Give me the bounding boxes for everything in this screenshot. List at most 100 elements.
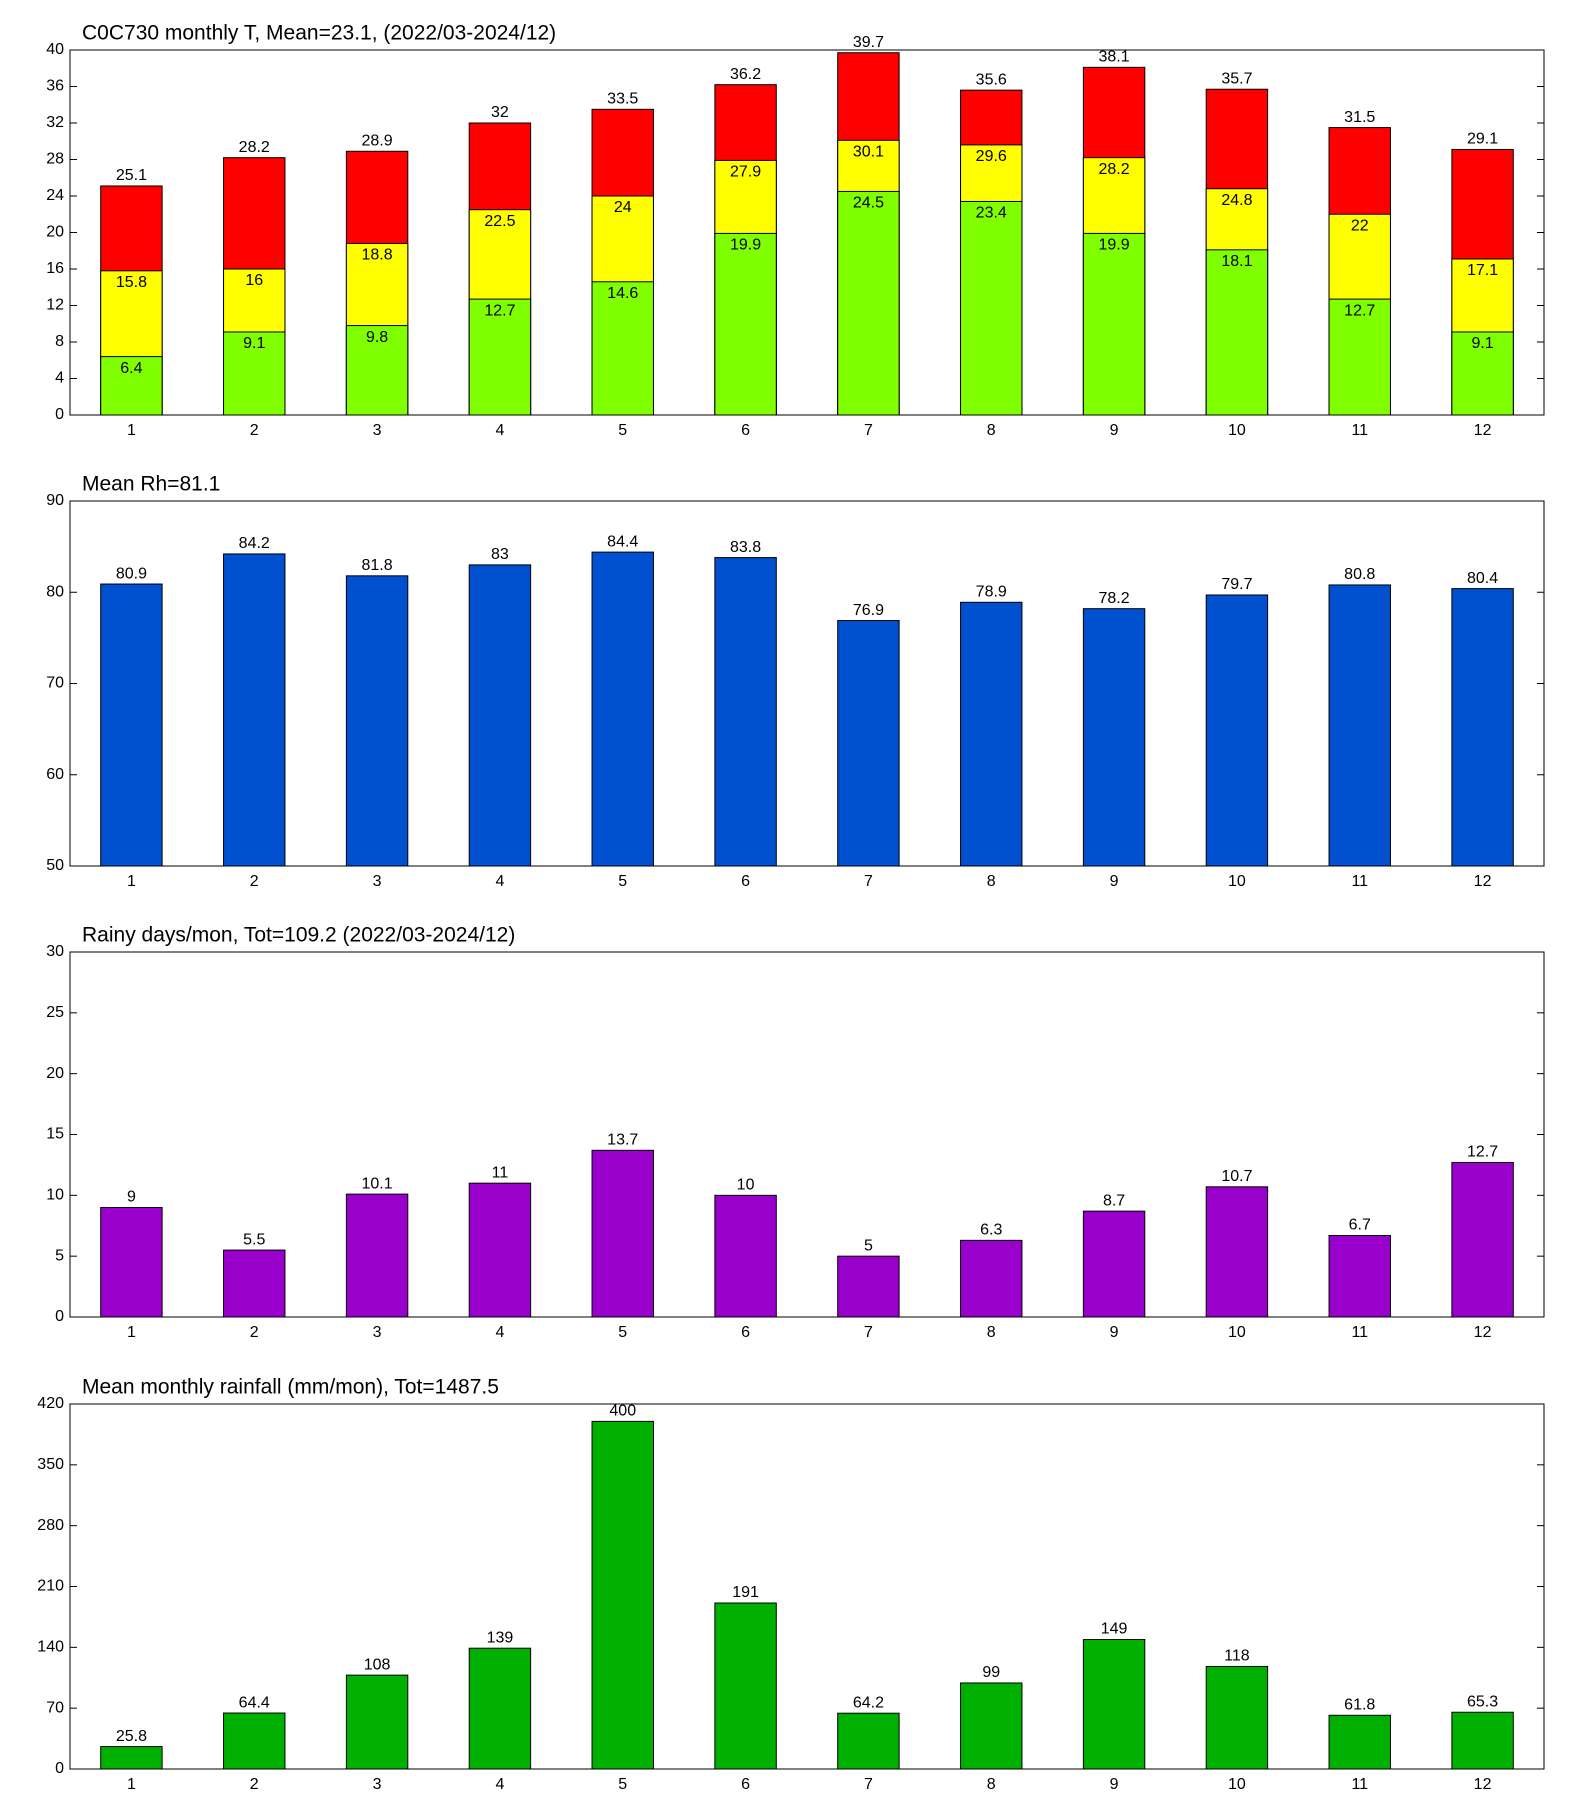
value-label: 14.6 [607,285,638,302]
x-tick-label: 7 [864,1776,873,1793]
value-label: 27.9 [730,164,761,181]
x-tick-label: 11 [1351,1776,1368,1793]
value-label: 12.7 [484,302,515,319]
value-label: 6.7 [1349,1217,1371,1234]
y-tick-label: 36 [46,78,64,95]
x-tick-label: 8 [987,873,996,890]
y-tick-label: 140 [37,1639,64,1656]
value-label: 25.8 [116,1728,147,1745]
y-tick-label: 32 [46,114,64,131]
chart-title: C0C730 monthly T, Mean=23.1, (2022/03-20… [82,22,556,45]
value-label: 10.1 [362,1175,393,1192]
x-tick-label: 2 [250,873,259,890]
bar [1451,1711,1514,1770]
value-label: 9.8 [366,329,388,346]
x-tick-label: 9 [1110,422,1119,439]
value-label: 18.8 [362,247,393,264]
value-label: 6.3 [980,1222,1002,1239]
value-label: 83.8 [730,539,761,556]
x-tick-label: 11 [1351,873,1368,890]
bar [345,1193,409,1318]
value-label: 78.9 [976,584,1007,601]
x-tick-label: 4 [495,1324,504,1341]
y-tick-label: 40 [46,41,64,58]
value-label: 28.9 [362,133,393,150]
value-label: 191 [732,1584,759,1601]
y-tick-label: 350 [37,1456,64,1473]
x-tick-label: 10 [1228,1324,1246,1341]
value-label: 24.5 [853,195,884,212]
y-tick-label: 70 [46,1699,64,1716]
value-label: 31.5 [1344,109,1375,126]
x-tick-label: 6 [741,873,750,890]
bar [960,1682,1023,1770]
y-tick-label: 15 [46,1126,64,1143]
bar [714,1194,777,1318]
x-tick-label: 8 [987,1776,996,1793]
bar [1082,1210,1146,1318]
bar [223,331,286,416]
y-tick-label: 420 [37,1395,64,1412]
x-tick-label: 3 [373,873,382,890]
value-label: 16 [245,272,263,289]
value-label: 29.6 [976,148,1007,165]
value-label: 28.2 [239,139,270,156]
bar [714,232,777,416]
bar [100,356,163,416]
value-label: 38.1 [1099,49,1130,66]
axes-frame [69,1403,1545,1770]
value-label: 39.7 [853,34,884,51]
value-label: 80.8 [1344,566,1375,583]
axes-frame [69,500,1545,867]
bar [223,1249,286,1318]
x-tick-label: 2 [250,1324,259,1341]
bar [1082,608,1146,867]
chart-title: Mean Rh=81.1 [82,473,220,496]
value-label: 8.7 [1103,1192,1125,1209]
y-tick-label: 10 [46,1187,64,1204]
value-label: 65.3 [1467,1693,1498,1710]
value-label: 11 [492,1164,509,1181]
value-label: 81.8 [362,557,393,574]
value-label: 84.4 [607,533,638,550]
x-tick-label: 5 [618,1776,627,1793]
y-tick-label: 16 [46,260,64,277]
value-label: 80.4 [1467,570,1498,587]
bar [100,1207,163,1318]
bar [468,1647,532,1770]
bar [960,200,1023,416]
y-tick-label: 0 [55,1760,64,1777]
x-tick-label: 10 [1228,873,1246,890]
value-label: 22.5 [484,213,515,230]
x-tick-label: 1 [127,422,136,439]
x-tick-label: 3 [373,1776,382,1793]
value-label: 400 [609,1403,636,1420]
value-label: 24 [614,199,632,216]
bar [960,1239,1023,1318]
y-tick-label: 20 [46,1065,64,1082]
bar [591,551,654,867]
bar [468,564,532,867]
bar [100,583,163,867]
value-label: 15.8 [116,274,147,291]
value-label: 12.7 [1467,1144,1498,1161]
x-tick-label: 6 [741,422,750,439]
bar [960,601,1023,867]
x-tick-label: 7 [864,873,873,890]
value-label: 83 [491,546,509,563]
value-label: 24.8 [1221,192,1252,209]
value-label: 10 [737,1177,755,1194]
y-tick-label: 70 [46,675,64,692]
x-tick-label: 7 [864,1324,873,1341]
value-label: 19.9 [730,237,761,254]
value-label: 12.7 [1344,302,1375,319]
bar [591,1149,654,1318]
x-tick-label: 12 [1474,1776,1492,1793]
value-label: 64.4 [239,1694,270,1711]
x-tick-label: 12 [1474,1324,1492,1341]
x-tick-label: 11 [1351,1324,1368,1341]
x-tick-label: 6 [741,1776,750,1793]
bar [1082,232,1146,416]
bar [837,1255,900,1318]
